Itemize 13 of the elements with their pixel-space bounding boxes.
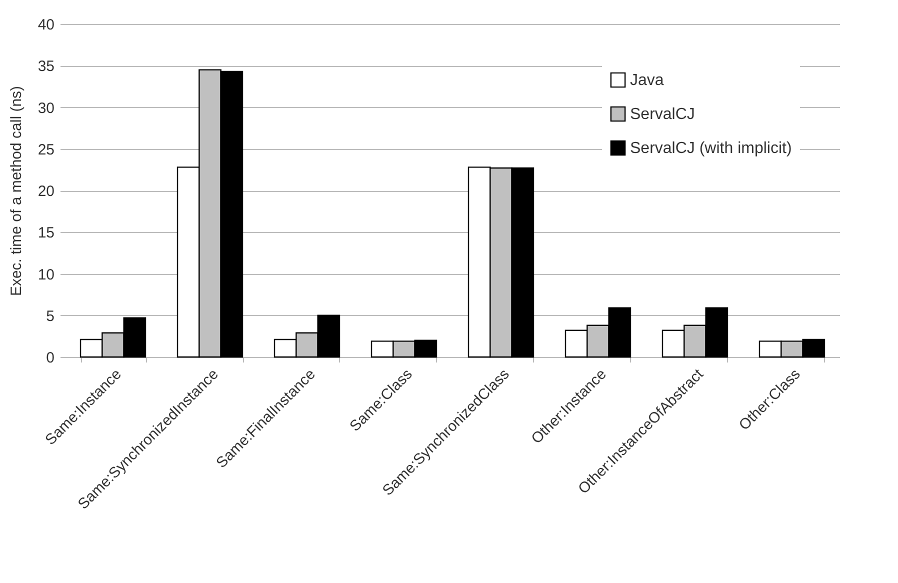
y-tick-label: 15 bbox=[38, 224, 54, 242]
y-axis-title: Exec. time of a method call (ns) bbox=[8, 86, 25, 296]
y-tick-label: 30 bbox=[38, 100, 54, 117]
legend-label: ServalCJ bbox=[630, 106, 695, 123]
y-tick-label: 35 bbox=[38, 58, 54, 76]
y-tick-label: 10 bbox=[38, 266, 54, 284]
y-tick-label: 0 bbox=[46, 350, 54, 366]
y-tick-label: 20 bbox=[38, 183, 54, 200]
y-tick-label: 40 bbox=[38, 16, 54, 34]
legend-label: ServalCJ (with implicit) bbox=[630, 140, 792, 157]
y-tick-label: 5 bbox=[46, 308, 54, 325]
y-tick-label: 25 bbox=[38, 141, 54, 158]
legend-label: Java bbox=[630, 72, 664, 89]
